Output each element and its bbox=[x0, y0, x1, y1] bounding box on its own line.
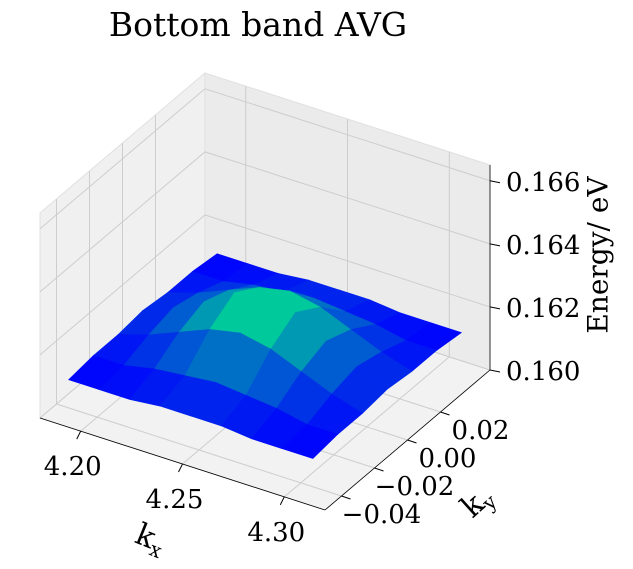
y-tick bbox=[407, 439, 417, 444]
z-grid-line bbox=[39, 88, 491, 230]
z-tick-label: 0.160 bbox=[506, 357, 580, 387]
y-tick bbox=[341, 495, 351, 500]
z-tick bbox=[489, 306, 501, 310]
chart-title: Bottom band AVG bbox=[109, 5, 407, 44]
x-axis-label: kx bbox=[129, 517, 171, 563]
axis-line bbox=[324, 369, 491, 511]
surface-face bbox=[281, 424, 339, 459]
x-tick bbox=[178, 463, 183, 473]
y-tick-label: −0.02 bbox=[375, 472, 455, 502]
y-tick bbox=[440, 411, 450, 416]
y-tick-label: −0.04 bbox=[342, 500, 422, 530]
x-tick-label: 4.25 bbox=[146, 485, 204, 515]
axis-line bbox=[39, 417, 326, 511]
z-tick bbox=[489, 369, 501, 373]
z-tick-label: 0.164 bbox=[506, 231, 580, 261]
z-tick-label: 0.166 bbox=[506, 168, 580, 198]
x-tick bbox=[76, 430, 82, 440]
x-tick-label: 4.30 bbox=[247, 518, 305, 548]
x-tick bbox=[279, 496, 285, 506]
z-tick bbox=[489, 180, 501, 184]
y-axis-label: ky bbox=[454, 479, 502, 527]
z-grid-line bbox=[39, 151, 491, 293]
z-tick bbox=[489, 243, 501, 247]
z-grid-line bbox=[39, 214, 491, 356]
z-axis-label: Energy/ eV bbox=[582, 176, 615, 334]
labels: 4.20 4.25 4.30 −0.04−0.020.000.02 0.160 0.162… bbox=[39, 165, 580, 548]
x-tick-label: 4.20 bbox=[44, 452, 102, 482]
y-tick-label: 0.02 bbox=[452, 416, 510, 446]
y-tick-label: 0.00 bbox=[419, 444, 477, 474]
surface bbox=[68, 253, 463, 459]
y-tick bbox=[374, 467, 384, 472]
z-tick-label: 0.162 bbox=[506, 294, 580, 324]
